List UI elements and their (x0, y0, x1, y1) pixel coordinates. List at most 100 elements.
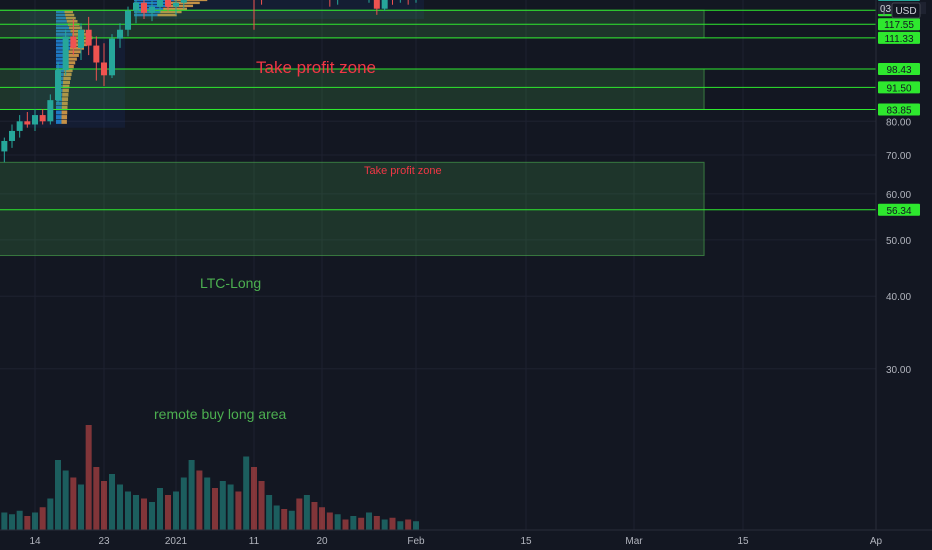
candle-body[interactable] (16, 121, 23, 131)
volume-bar (281, 509, 288, 530)
candle-body[interactable] (157, 0, 163, 7)
volume-profile-bar (160, 10, 182, 14)
price-label-box (878, 62, 920, 75)
volume-bar (47, 498, 54, 530)
volume-profile-bar (56, 50, 69, 54)
volume-profile-bar (56, 106, 62, 110)
price-label: 111.33 (884, 34, 914, 45)
volume-profile-bar (63, 80, 71, 85)
volume-profile-bar (61, 115, 68, 120)
volume-bar (165, 495, 171, 530)
volume-profile-bar (157, 13, 177, 17)
candle-body[interactable] (24, 121, 31, 125)
volume-profile-bar (65, 13, 75, 17)
price-label: 56.34 (886, 206, 911, 217)
candle-body[interactable] (381, 0, 388, 9)
x-tick-label: 2021 (165, 536, 188, 547)
candle-body[interactable] (133, 2, 139, 11)
volume-profile-bar (170, 1, 200, 5)
candle-body[interactable] (149, 6, 155, 13)
price-label: 98.43 (886, 65, 911, 76)
candle-body[interactable] (1, 140, 8, 152)
volume-bar (125, 491, 131, 530)
volume-bar (149, 502, 155, 530)
candle-body[interactable] (85, 29, 92, 46)
volume-profile-bar (56, 119, 62, 124)
volume-profile-bar (166, 4, 194, 8)
price-label-box (878, 18, 920, 31)
y-tick-label: 50.00 (886, 236, 911, 247)
candle-body[interactable] (373, 0, 380, 9)
zone-box[interactable] (0, 161, 705, 257)
volume-bar (188, 460, 195, 530)
volume-profile-bar (56, 110, 62, 115)
volume-profile-bar (64, 68, 73, 73)
candle-body[interactable] (9, 130, 15, 141)
zone-label: remote buy long area (154, 406, 287, 422)
volume-bar (70, 477, 77, 530)
volume-bar (358, 517, 365, 530)
volume-bar (326, 512, 333, 530)
volume-bar (288, 510, 295, 530)
volume-profile-bar (163, 7, 188, 11)
volume-bar (243, 456, 250, 530)
volume-bar (389, 517, 396, 530)
volume-profile-bar (134, 10, 161, 14)
volume-profile-bar (63, 72, 72, 77)
volume-profile-bar (63, 76, 71, 81)
volume-bar (227, 484, 234, 530)
volume-bar (117, 484, 123, 530)
volume-profile-bar (62, 84, 70, 89)
candle-body[interactable] (55, 70, 61, 101)
volume-bar (397, 521, 404, 530)
volume-profile-bar (134, 7, 164, 11)
volume-bar (85, 425, 92, 530)
volume-profile-bar (62, 97, 69, 101)
candle-body[interactable] (70, 36, 77, 48)
volume-bar (381, 519, 388, 530)
volume-bar (93, 467, 100, 530)
price-label-box (878, 81, 920, 94)
x-tick-label: 15 (520, 536, 532, 547)
volume-profile-bar (56, 16, 66, 20)
candle-body[interactable] (173, 2, 179, 7)
candle-body[interactable] (93, 45, 100, 63)
candle-body[interactable] (39, 115, 46, 122)
volume-bar (157, 488, 163, 530)
candle-body[interactable] (32, 115, 38, 125)
candle-body[interactable] (125, 10, 131, 30)
y-tick-label: 40.00 (886, 292, 911, 303)
volume-bar (204, 477, 211, 530)
volume-bar (373, 516, 380, 530)
volume-bar (16, 510, 23, 530)
candle-body[interactable] (78, 29, 84, 48)
volume-profile-bar (134, 4, 167, 8)
volume-profile-bar (56, 29, 71, 33)
volume-profile-bar (56, 101, 62, 106)
volume-bar (133, 495, 139, 530)
volume-profile-bar (56, 33, 73, 36)
volume-bar (24, 516, 31, 530)
volume-profile-bar (174, 0, 208, 2)
price-label-box (878, 203, 920, 216)
volume-profile-bar (66, 57, 77, 61)
candle-body[interactable] (47, 100, 54, 122)
candle-body[interactable] (141, 2, 147, 13)
volume-bar (173, 491, 179, 530)
price-label-box (878, 0, 920, 2)
candle-body[interactable] (180, 0, 187, 3)
candle-body[interactable] (101, 62, 107, 76)
volume-bar (78, 484, 84, 530)
currency-badge[interactable] (891, 2, 921, 19)
volume-bar (405, 519, 412, 530)
zone-box[interactable] (0, 68, 705, 110)
time-axis[interactable] (0, 530, 932, 550)
x-tick-label: Mar (625, 536, 643, 547)
candle-body[interactable] (117, 29, 123, 39)
x-tick-label: 14 (29, 536, 41, 547)
candle-body[interactable] (109, 38, 115, 76)
candle-body[interactable] (62, 36, 69, 71)
candle-body[interactable] (165, 0, 171, 7)
